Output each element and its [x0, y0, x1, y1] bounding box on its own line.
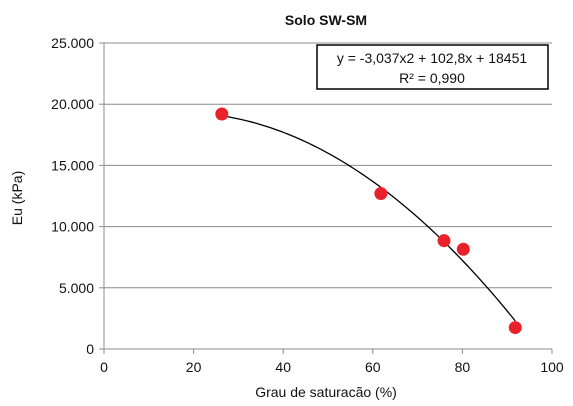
x-tick-label: 0 — [100, 359, 108, 375]
x-tick-label: 80 — [455, 359, 471, 375]
tick-labels-layer: 0 5.000 10.000 15.000 20.000 25.000 0 20 40 60 80 1… — [51, 35, 564, 375]
y-tick-label: 10.000 — [51, 219, 94, 235]
equation-box-frame — [316, 44, 549, 90]
y-tick-label: 15.000 — [51, 157, 94, 173]
x-tick-label: 40 — [275, 359, 291, 375]
data-point — [374, 187, 388, 201]
trendline-layer — [221, 115, 516, 322]
axis-layer — [99, 42, 553, 354]
y-tick-label: 20.000 — [51, 96, 94, 112]
x-tick-label: 20 — [186, 359, 202, 375]
trendline-equation: y = -3,037x2 + 102,8x + 18451 — [337, 50, 528, 66]
data-point — [456, 242, 470, 256]
y-axis-title: Eu (kPa) — [9, 171, 25, 225]
data-point — [215, 107, 229, 121]
x-tick-label: 60 — [365, 359, 381, 375]
y-tick-label: 0 — [86, 341, 94, 357]
y-tick-label: 25.000 — [51, 35, 94, 51]
y-tick-label: 5.000 — [59, 280, 94, 296]
equation-box: y = -3,037x2 + 102,8x + 18451 R² = 0,990 — [316, 44, 549, 90]
r-squared-label: R² = 0,990 — [399, 70, 465, 86]
chart-title: Solo SW-SM — [285, 12, 367, 28]
x-axis-title: Grau de saturacão (%) — [255, 384, 397, 400]
data-point — [508, 321, 522, 335]
polynomial-trendline — [221, 115, 516, 322]
x-tick-label: 100 — [540, 359, 564, 375]
data-point — [437, 234, 451, 248]
grid-layer — [104, 42, 552, 289]
data-points-layer — [215, 107, 522, 335]
